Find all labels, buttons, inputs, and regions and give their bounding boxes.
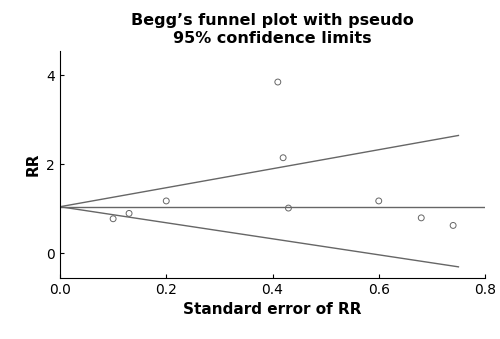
- Title: Begg’s funnel plot with pseudo
95% confidence limits: Begg’s funnel plot with pseudo 95% confi…: [131, 13, 414, 45]
- Point: [274, 79, 282, 85]
- Point: [279, 155, 287, 160]
- Point: [284, 205, 292, 211]
- Point: [125, 211, 133, 216]
- Point: [162, 198, 170, 204]
- Point: [417, 215, 425, 221]
- Y-axis label: RR: RR: [26, 153, 41, 176]
- Point: [109, 216, 117, 221]
- Point: [449, 223, 457, 228]
- X-axis label: Standard error of RR: Standard error of RR: [183, 302, 362, 317]
- Point: [375, 198, 383, 204]
